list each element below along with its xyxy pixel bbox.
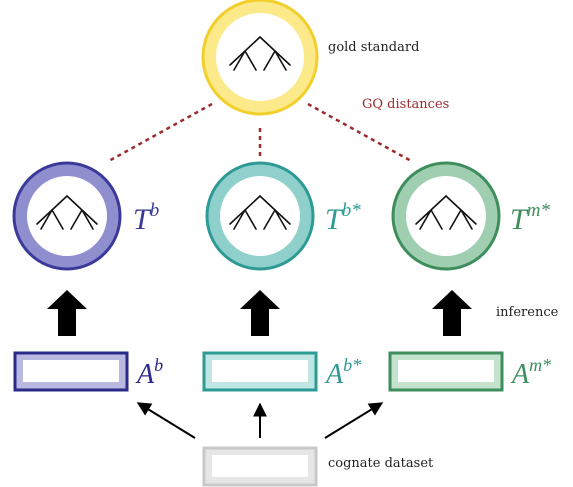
alignment-label-m-star: Am*: [510, 355, 551, 390]
alignment-box-inner: [212, 360, 308, 382]
tree-node-b-star: [205, 161, 315, 271]
up-arrow-icon: [432, 290, 472, 336]
cognate-dataset-label: cognate dataset: [328, 456, 434, 471]
gq-distance-links: [106, 102, 414, 164]
alignment-symbol: A: [324, 359, 344, 390]
alignment-box-b-star: [202, 351, 318, 392]
alignment-symbol: A: [135, 359, 155, 390]
tree-inner-m-star: [406, 176, 486, 256]
dataset-arrow-left: [136, 402, 196, 439]
inference-label: inference: [496, 305, 559, 320]
dataset-arrow-right: [324, 402, 384, 439]
tree-inner-b-star: [220, 176, 300, 256]
gold-standard-label: gold standard: [328, 40, 419, 55]
dataset-arrows: [136, 402, 384, 439]
tree-inner-b: [27, 176, 107, 256]
alignment-label-b: Ab: [135, 355, 163, 390]
alignment-box-m-star: [388, 351, 504, 392]
tree-label-b-star: Tb*: [325, 200, 361, 236]
gq-distances-label: GQ distances: [362, 97, 449, 112]
tree-node-b: [12, 161, 122, 271]
alignment-superscript: m*: [529, 355, 551, 375]
cognate-dataset-box: [202, 446, 318, 487]
tree-symbol: T: [325, 203, 344, 236]
tree-label-m-star: Tm*: [510, 200, 550, 236]
dataset-box-inner: [212, 455, 308, 477]
inference-arrows: [47, 290, 472, 336]
alignment-box-b: [13, 351, 129, 392]
alignment-superscript: b: [154, 355, 163, 375]
tree-superscript: b*: [342, 200, 362, 221]
tree-symbol: T: [510, 203, 529, 236]
alignment-symbol: A: [510, 359, 530, 390]
alignment-label-b-star: Ab*: [324, 355, 361, 390]
alignment-box-inner: [398, 360, 494, 382]
alignment-box-inner: [23, 360, 119, 382]
gq-link-left: [106, 102, 213, 164]
up-arrow-icon: [47, 290, 87, 336]
gold-standard-node: [201, 0, 319, 116]
up-arrow-icon: [240, 290, 280, 336]
gq-link-right: [307, 102, 414, 164]
gold-standard-inner: [216, 13, 304, 101]
tree-superscript: m*: [527, 200, 551, 221]
tree-superscript: b: [150, 200, 160, 221]
tree-node-m-star: [391, 161, 501, 271]
tree-label-b: Tb: [133, 200, 159, 236]
tree-symbol: T: [133, 203, 152, 236]
alignment-superscript: b*: [343, 355, 361, 375]
